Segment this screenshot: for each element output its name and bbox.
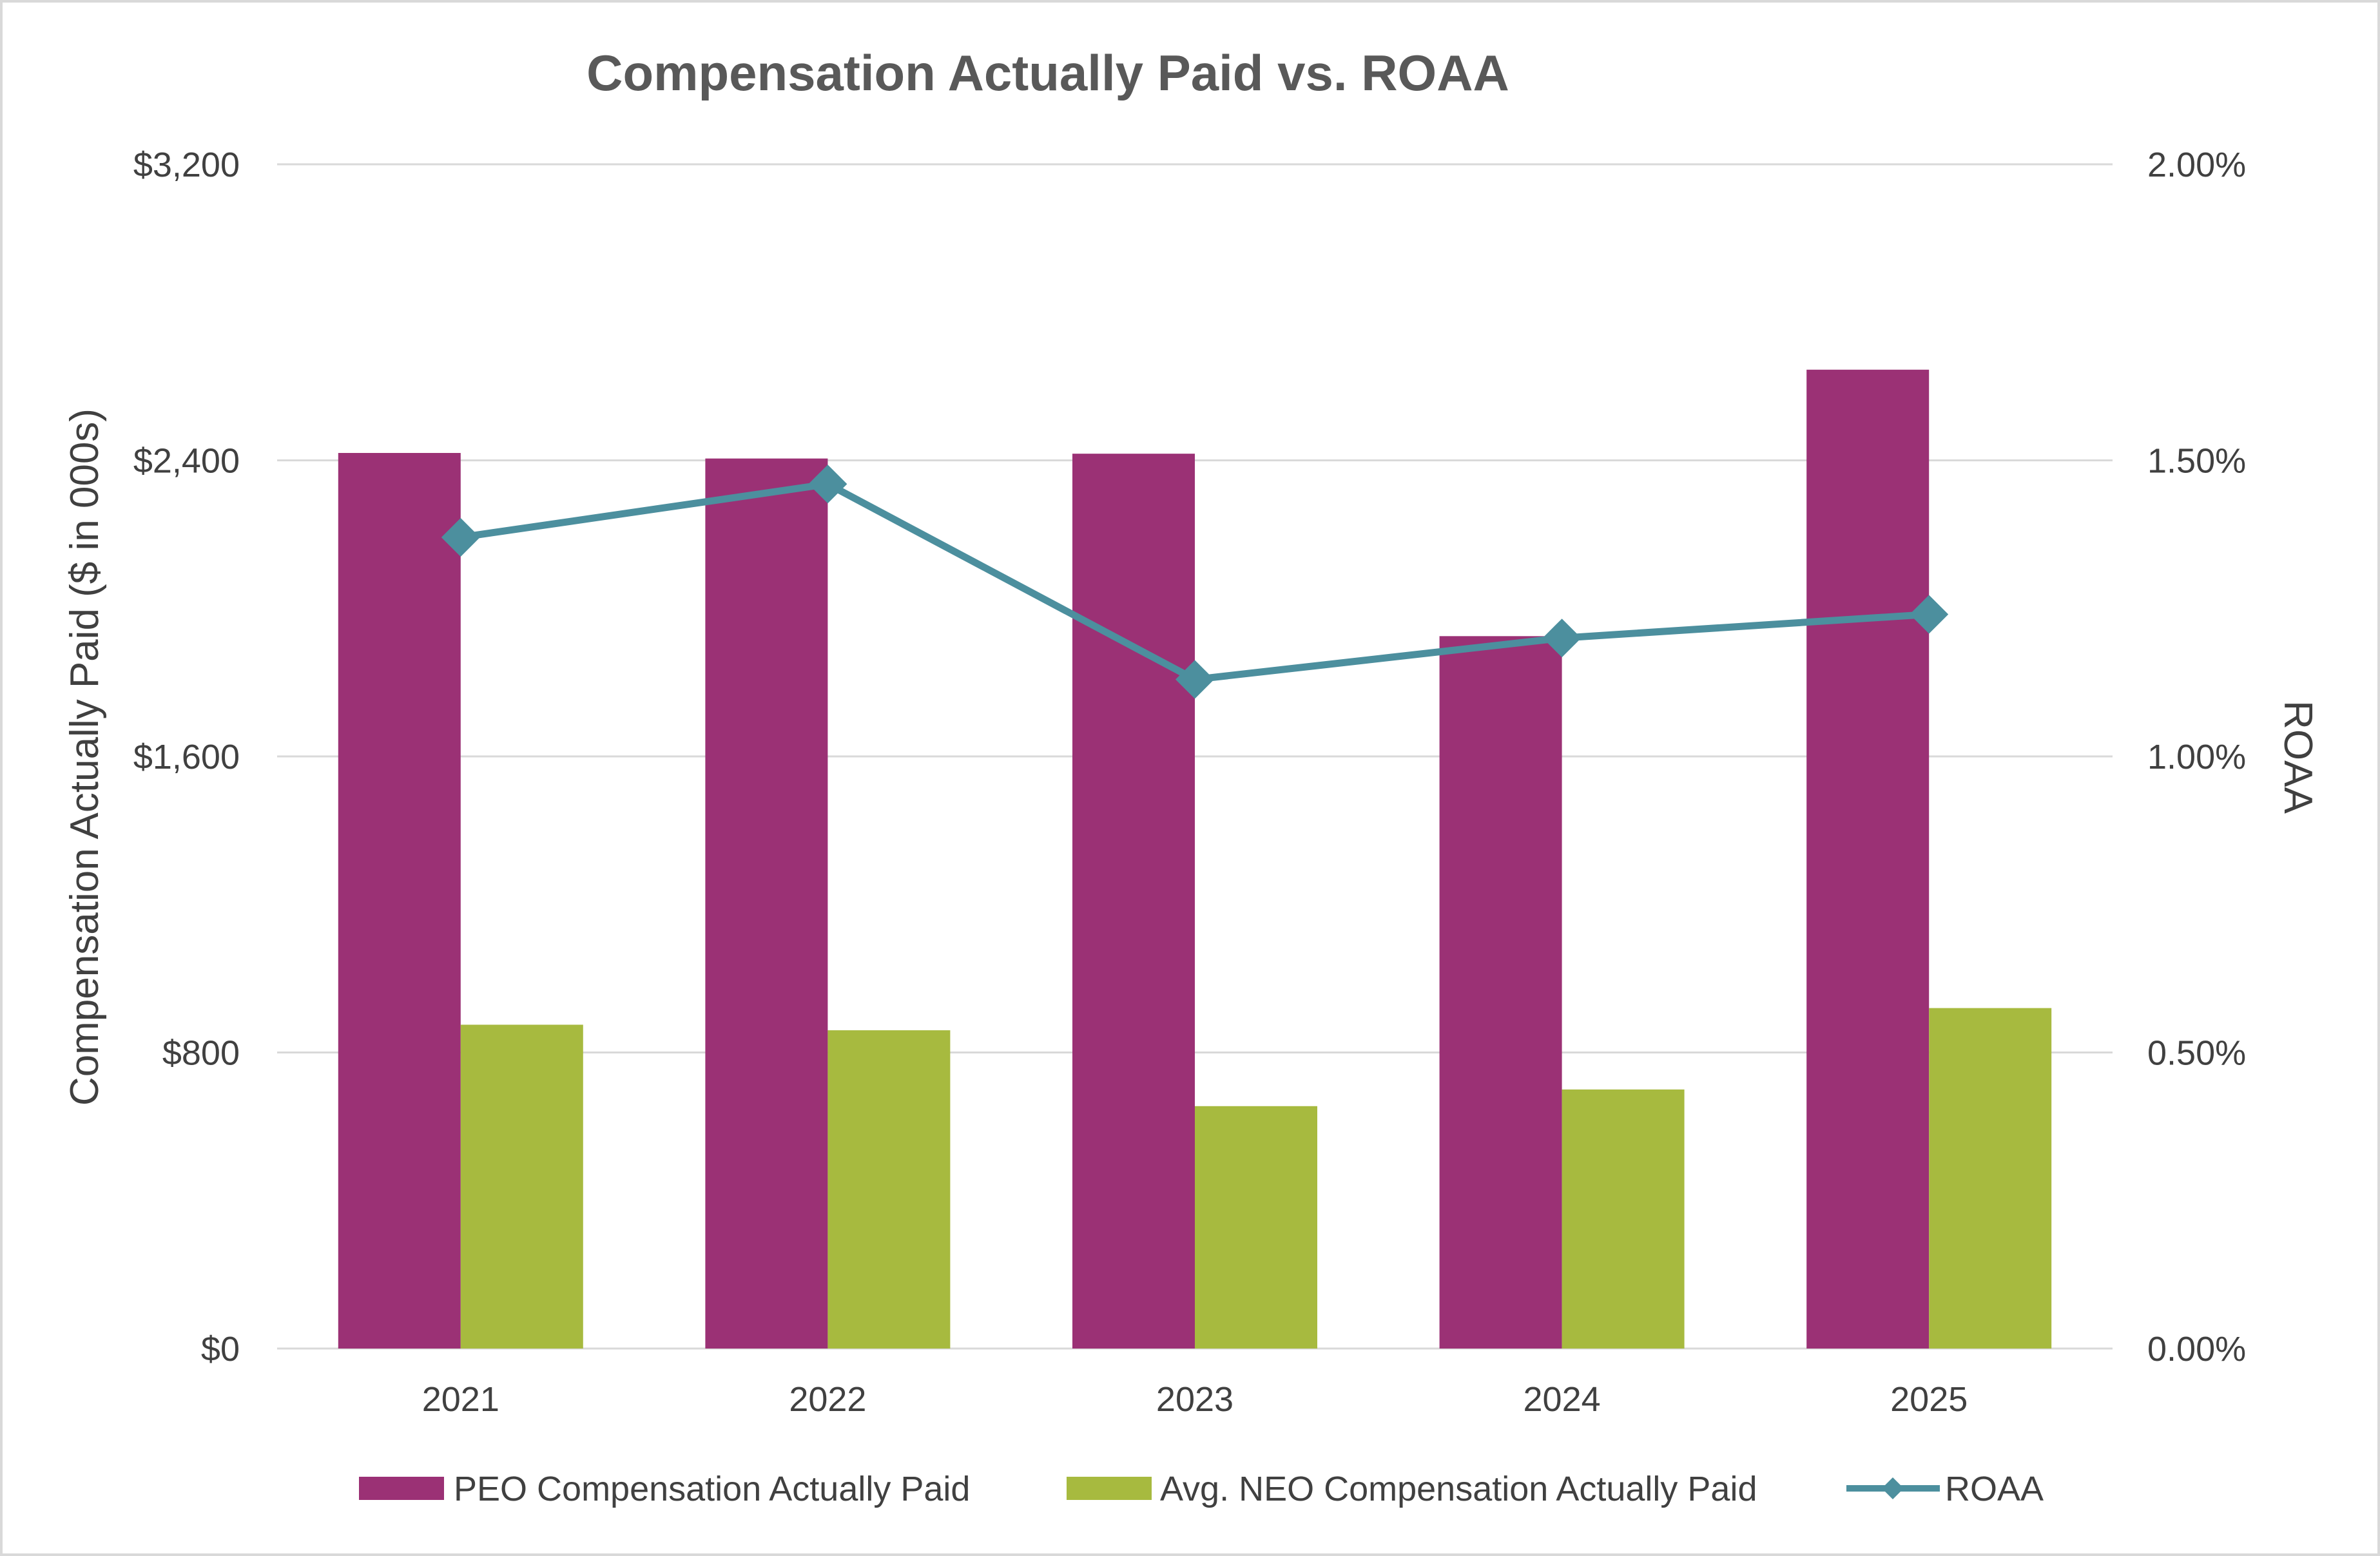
chart-title: Compensation Actually Paid vs. ROAA: [586, 44, 1509, 101]
y2-tick-label: 1.50%: [2147, 442, 2246, 481]
legend-swatch-peo: [359, 1477, 444, 1500]
axis-ticks: $0 $800 $1,600 $2,400 $3,200 0.00% 0.50% 1.00% 1…: [133, 146, 2246, 1419]
y-tick-label: $1,600: [133, 738, 240, 776]
bars: [338, 369, 2052, 1349]
legend-swatch-neo: [1067, 1477, 1152, 1500]
legend: PEO Compensation Actually Paid Avg. NEO C…: [359, 1470, 2044, 1508]
y-tick-label: $3,200: [133, 146, 240, 184]
roaa-point: [441, 517, 480, 557]
y-axis-label: Compensation Actually Paid ($ in 000s): [63, 408, 107, 1106]
legend-label-neo: Avg. NEO Compensation Actually Paid: [1160, 1470, 1757, 1508]
x-tick-label: 2021: [422, 1380, 499, 1419]
x-tick-label: 2024: [1524, 1380, 1601, 1419]
neo-bar: [1929, 1008, 2052, 1349]
peo-bar: [1072, 454, 1195, 1349]
roaa-line-series: [441, 465, 1949, 699]
legend-label-peo: PEO Compensation Actually Paid: [454, 1470, 970, 1508]
y2-tick-label: 0.00%: [2147, 1330, 2246, 1369]
peo-bar: [705, 458, 828, 1349]
legend-swatch-roaa-marker: [1882, 1477, 1904, 1499]
neo-bar: [1562, 1089, 1685, 1349]
peo-bar: [338, 453, 461, 1349]
y-tick-label: $2,400: [133, 442, 240, 481]
roaa-point: [808, 465, 847, 504]
roaa-point: [1542, 619, 1582, 658]
peo-bar: [1806, 369, 1930, 1349]
y2-tick-label: 0.50%: [2147, 1034, 2246, 1073]
x-tick-label: 2023: [1156, 1380, 1234, 1419]
legend-label-roaa: ROAA: [1945, 1470, 2044, 1508]
y2-tick-label: 1.00%: [2147, 738, 2246, 776]
y2-axis-label: ROAA: [2276, 700, 2320, 814]
roaa-point: [1910, 595, 1949, 634]
roaa-point: [1175, 660, 1214, 699]
x-tick-label: 2025: [1890, 1380, 1968, 1419]
neo-bar: [460, 1024, 583, 1349]
y2-tick-label: 2.00%: [2147, 146, 2246, 184]
x-tick-label: 2022: [789, 1380, 866, 1419]
y-tick-label: $800: [162, 1034, 240, 1073]
neo-bar: [827, 1030, 951, 1349]
neo-bar: [1195, 1106, 1317, 1349]
y-tick-label: $0: [201, 1330, 240, 1369]
peo-bar: [1439, 636, 1562, 1349]
